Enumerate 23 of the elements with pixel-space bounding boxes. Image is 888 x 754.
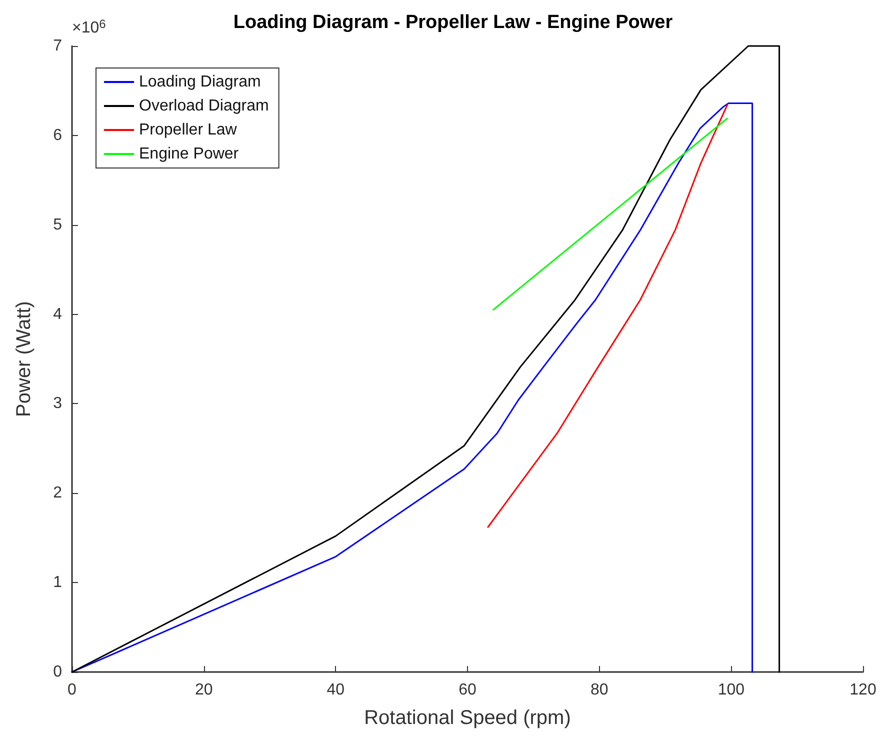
y-tick-label: 7 <box>53 38 62 54</box>
x-tick-label: 100 <box>718 682 745 698</box>
y-tick-label: 4 <box>53 306 62 323</box>
legend-label: Overload Diagram <box>139 98 269 114</box>
x-tick-label: 0 <box>68 682 77 698</box>
y-tick-label: 0 <box>53 664 62 680</box>
x-axis-title: Rotational Speed (rpm) <box>364 707 571 729</box>
legend-label: Loading Diagram <box>139 74 261 90</box>
y-tick-label: 1 <box>53 574 62 592</box>
chart-title: Loading Diagram - Propeller Law - Engine Power <box>233 12 674 33</box>
legend-label: Engine Power <box>139 146 240 162</box>
y-axis-title: Power (Watt) <box>13 301 35 417</box>
y-tick-label: 2 <box>53 484 62 502</box>
x-tick-label: 80 <box>590 682 608 698</box>
y-tick-label: 5 <box>53 216 62 234</box>
line-series <box>487 104 728 528</box>
x-tick-label: 120 <box>850 682 876 698</box>
x-tick-label: 60 <box>458 682 476 698</box>
x-tick-label: 20 <box>194 682 213 698</box>
y-tick-label: 6 <box>53 126 62 144</box>
x-tick-label: 40 <box>326 682 345 698</box>
y-tick-label: 3 <box>53 395 62 412</box>
legend-label: Propeller Law <box>139 122 238 138</box>
